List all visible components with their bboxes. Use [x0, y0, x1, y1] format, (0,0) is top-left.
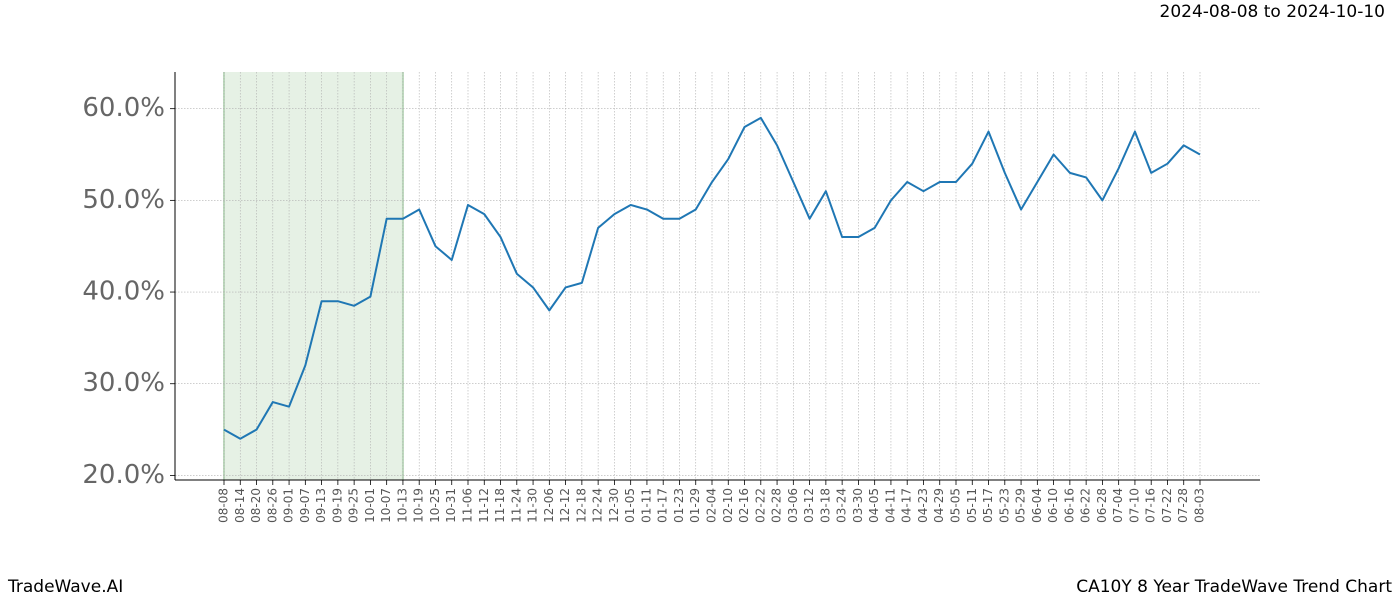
x-tick-label: 11-12	[477, 488, 491, 523]
x-tick-label: 08-03	[1193, 488, 1207, 523]
x-tick-label: 12-24	[591, 488, 605, 523]
x-tick-label: 07-16	[1144, 488, 1158, 523]
x-tick-label: 09-01	[282, 488, 296, 523]
x-tick-label: 04-17	[900, 488, 914, 523]
date-range: 2024-08-08 to 2024-10-10	[1160, 2, 1385, 22]
x-tick-label: 07-28	[1176, 488, 1190, 523]
x-tick-label: 09-25	[347, 488, 361, 523]
x-tick-label: 12-30	[607, 488, 621, 523]
x-tick-label: 05-29	[1014, 488, 1028, 523]
x-tick-label: 06-10	[1046, 488, 1060, 523]
x-tick-label: 02-10	[721, 488, 735, 523]
x-tick-label: 12-18	[574, 488, 588, 523]
x-tick-label: 04-23	[916, 488, 930, 523]
y-tick-label: 30.0%	[82, 368, 165, 398]
x-tick-label: 01-11	[639, 488, 653, 523]
x-tick-label: 08-14	[233, 488, 247, 523]
x-tick-label: 03-24	[835, 488, 849, 523]
x-tick-label: 09-07	[298, 488, 312, 523]
x-tick-label: 03-12	[802, 488, 816, 523]
x-tick-label: 06-16	[1062, 488, 1076, 523]
x-tick-label: 07-10	[1127, 488, 1141, 523]
x-tick-label: 02-16	[737, 488, 751, 523]
x-tick-label: 04-05	[867, 488, 881, 523]
y-tick-label: 50.0%	[82, 185, 165, 215]
x-tick-label: 11-18	[493, 488, 507, 523]
y-tick-label: 20.0%	[82, 460, 165, 490]
x-tick-label: 03-18	[818, 488, 832, 523]
x-tick-label: 01-23	[672, 488, 686, 523]
x-tick-label: 01-29	[688, 488, 702, 523]
x-tick-label: 11-24	[509, 488, 523, 523]
x-tick-label: 10-13	[395, 488, 409, 523]
x-tick-label: 10-07	[379, 488, 393, 523]
x-tick-label: 06-04	[1030, 488, 1044, 523]
x-tick-label: 10-25	[428, 488, 442, 523]
x-tick-label: 08-26	[265, 488, 279, 523]
x-tick-label: 03-06	[786, 488, 800, 523]
x-tick-label: 02-04	[705, 488, 719, 523]
x-tick-label: 04-11	[883, 488, 897, 523]
x-tick-label: 07-04	[1111, 488, 1125, 523]
brand: TradeWave.AI	[7, 577, 123, 597]
y-tick-label: 60.0%	[82, 93, 165, 123]
x-tick-label: 05-05	[949, 488, 963, 523]
x-tick-label: 02-22	[753, 488, 767, 523]
x-tick-label: 12-06	[542, 488, 556, 523]
x-tick-label: 08-08	[217, 488, 231, 523]
x-tick-label: 04-29	[932, 488, 946, 523]
highlight-region	[224, 72, 403, 480]
x-tick-label: 10-19	[412, 488, 426, 523]
x-tick-label: 10-01	[363, 488, 377, 523]
chart-name: CA10Y 8 Year TradeWave Trend Chart	[1076, 577, 1392, 597]
x-tick-label: 08-20	[249, 488, 263, 523]
x-tick-label: 03-30	[851, 488, 865, 523]
x-tick-label: 09-19	[330, 488, 344, 523]
x-tick-label: 01-05	[623, 488, 637, 523]
x-tick-label: 12-12	[558, 488, 572, 523]
x-tick-label: 02-28	[770, 488, 784, 523]
x-tick-label: 06-22	[1079, 488, 1093, 523]
x-tick-label: 07-22	[1160, 488, 1174, 523]
x-tick-label: 10-31	[444, 488, 458, 523]
x-tick-label: 09-13	[314, 488, 328, 523]
x-tick-label: 05-11	[965, 488, 979, 523]
x-tick-label: 06-28	[1095, 488, 1109, 523]
x-tick-label: 11-06	[461, 488, 475, 523]
x-tick-label: 01-17	[656, 488, 670, 523]
x-tick-label: 05-23	[997, 488, 1011, 523]
y-tick-label: 40.0%	[82, 277, 165, 307]
x-tick-label: 05-17	[981, 488, 995, 523]
x-tick-label: 11-30	[526, 488, 540, 523]
line-series	[223, 116, 1201, 440]
